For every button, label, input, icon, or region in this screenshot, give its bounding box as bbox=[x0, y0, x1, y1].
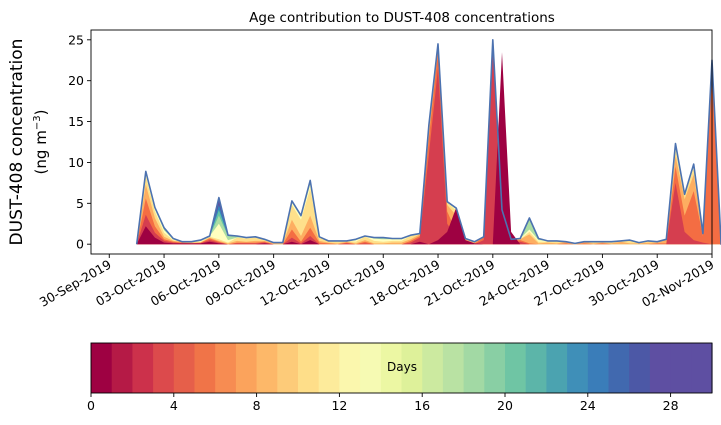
plot-frame bbox=[90, 29, 713, 255]
colorbar-tick-label-24: 24 bbox=[580, 398, 596, 413]
colorbar-label: Days bbox=[387, 360, 417, 374]
colorbar-swatch-13 bbox=[360, 343, 382, 393]
colorbar-swatch-12 bbox=[339, 343, 361, 393]
colorbar-swatch-27 bbox=[649, 343, 672, 393]
area-age-group-2 bbox=[136, 39, 721, 245]
colorbar-swatch-10 bbox=[298, 343, 320, 393]
colorbar-swatch-2 bbox=[132, 343, 154, 393]
y-tick-label-15: 15 bbox=[68, 114, 84, 129]
y-tick-label-25: 25 bbox=[68, 32, 84, 47]
y-axis-label: DUST-408 concentration (ng m−3) bbox=[7, 39, 50, 246]
colorbar-swatch-17 bbox=[442, 343, 465, 393]
colorbar: 0 4 8 12 16 20 24 28 bbox=[87, 342, 713, 413]
colorbar-swatch-20 bbox=[505, 343, 527, 393]
colorbar-swatch-21 bbox=[525, 343, 547, 393]
colorbar-swatch-14 bbox=[380, 343, 403, 393]
colorbar-swatch-24 bbox=[587, 343, 610, 393]
total-line-group bbox=[135, 39, 721, 245]
y-axis: 0 5 10 15 20 25 bbox=[68, 32, 91, 252]
colorbar-swatch-1 bbox=[111, 343, 133, 393]
colorbar-swatch-15 bbox=[401, 343, 423, 393]
colorbar-swatch-7 bbox=[235, 343, 258, 393]
colorbar-tick-label-4: 4 bbox=[170, 398, 178, 413]
colorbar-swatch-26 bbox=[629, 343, 651, 393]
colorbar-swatch-6 bbox=[215, 343, 237, 393]
colorbar-swatch-8 bbox=[256, 343, 278, 393]
colorbar-swatch-5 bbox=[194, 343, 216, 393]
colorbar-tick-label-20: 20 bbox=[497, 398, 513, 413]
colorbar-tick-label-8: 8 bbox=[253, 398, 261, 413]
y-tick-label-0: 0 bbox=[76, 237, 84, 252]
colorbar-swatch-11 bbox=[318, 343, 340, 393]
area-age-group-3 bbox=[136, 39, 721, 245]
y-tick-label-10: 10 bbox=[68, 155, 84, 170]
total-concentration-line bbox=[135, 39, 721, 245]
colorbar-swatch-0 bbox=[91, 343, 113, 393]
colorbar-swatch-29 bbox=[691, 343, 713, 393]
y-tick-label-5: 5 bbox=[76, 196, 84, 211]
area-series-group bbox=[136, 39, 721, 245]
colorbar-swatch-18 bbox=[463, 343, 485, 393]
colorbar-tick-label-16: 16 bbox=[414, 398, 430, 413]
colorbar-swatch-19 bbox=[484, 343, 506, 393]
y-axis-label-line1: DUST-408 concentration bbox=[7, 39, 27, 246]
colorbar-swatch-3 bbox=[153, 343, 175, 393]
colorbar-swatch-25 bbox=[608, 343, 630, 393]
colorbar-swatch-9 bbox=[277, 343, 299, 393]
colorbar-swatch-28 bbox=[670, 343, 692, 393]
colorbar-swatch-4 bbox=[173, 343, 196, 393]
colorbar-frame bbox=[90, 342, 713, 394]
colorbar-swatch-16 bbox=[422, 343, 444, 393]
y-tick-label-20: 20 bbox=[68, 73, 84, 88]
colorbar-swatch-22 bbox=[546, 343, 568, 393]
colorbar-swatch-23 bbox=[567, 343, 589, 393]
chart-title: Age contribution to DUST-408 concentrati… bbox=[249, 10, 555, 26]
colorbar-tick-label-28: 28 bbox=[663, 398, 679, 413]
colorbar-tick-label-12: 12 bbox=[331, 398, 347, 413]
x-axis: 30-Sep-201903-Oct-201906-Oct-201909-Oct-… bbox=[37, 254, 717, 310]
colorbar-tick-label-0: 0 bbox=[87, 398, 95, 413]
y-axis-label-line2: (ng m−3) bbox=[32, 110, 50, 175]
